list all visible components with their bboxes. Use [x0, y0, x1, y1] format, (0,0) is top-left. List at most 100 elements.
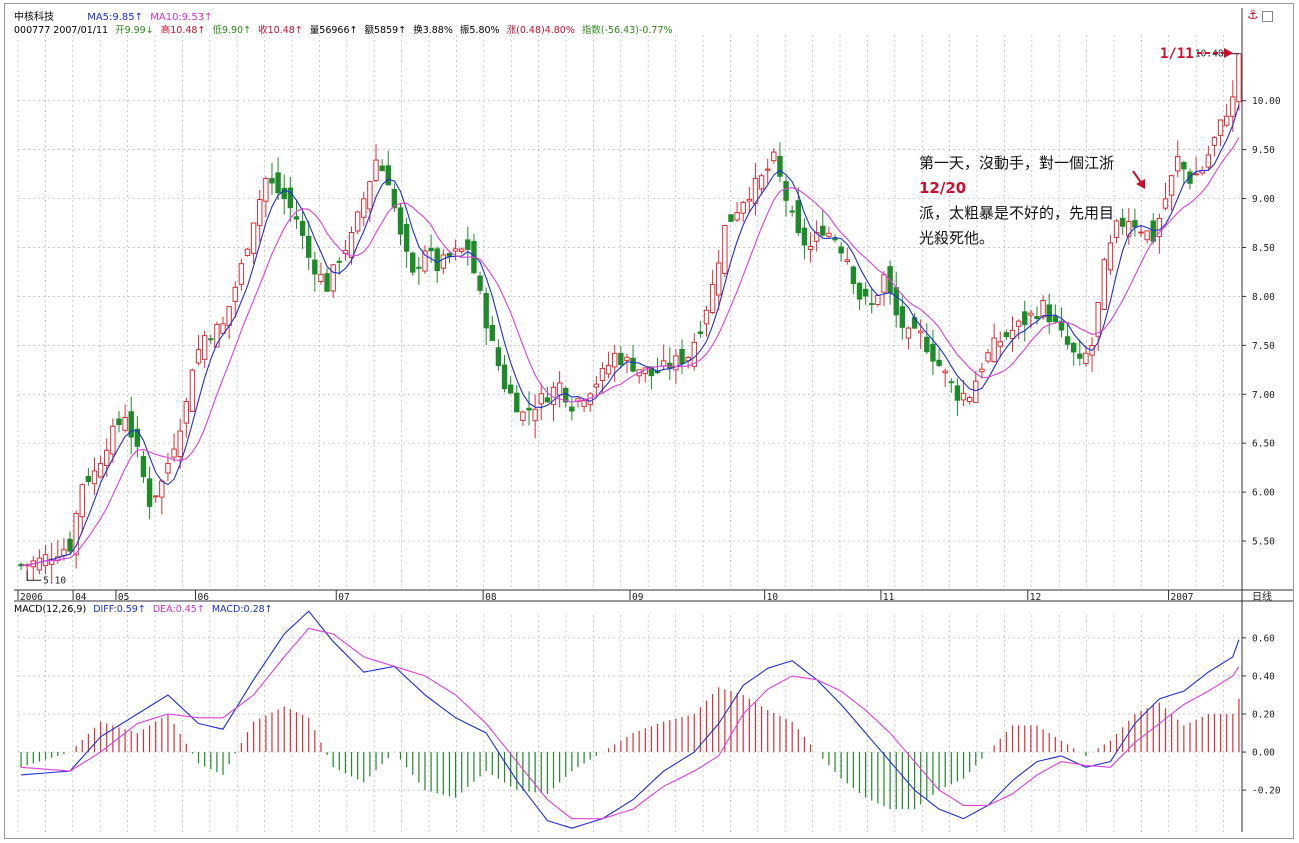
candle-body [489, 324, 496, 341]
month-label: 2006 [20, 592, 43, 603]
candle-body [954, 385, 961, 401]
candle-body [703, 309, 710, 325]
annotation-line-2: 派，太粗暴是不好的，先用目 [919, 204, 1115, 222]
candle-body [1101, 259, 1107, 310]
candle-body [385, 165, 391, 186]
y-tick-label: 9.00 [1252, 194, 1275, 205]
candle-body [630, 357, 636, 372]
macd-y-tick-label: 0.20 [1252, 709, 1275, 720]
date-label-1-11: 1/11 [1160, 46, 1194, 62]
candle-body [1132, 220, 1138, 228]
ma5-line [21, 104, 1240, 567]
anchor-icon[interactable]: ⚓ [1247, 8, 1259, 23]
candle-body [391, 189, 398, 209]
candle-body [783, 181, 789, 201]
candle-body [599, 368, 606, 381]
candle-body [1034, 316, 1040, 320]
candle-body [250, 222, 257, 254]
candle-body [771, 151, 777, 162]
candle-body [1071, 343, 1077, 353]
candle-body [397, 207, 404, 235]
candle-body [1083, 352, 1089, 365]
candle-body [924, 336, 930, 353]
candle-body [960, 392, 967, 401]
candle-body [801, 227, 808, 246]
candle-body [1022, 311, 1028, 325]
close-value: 收10.48↑ [258, 25, 303, 36]
candle-body [195, 349, 202, 364]
candle-body [257, 198, 263, 227]
candle-body [1040, 300, 1046, 318]
candle-body [416, 266, 422, 269]
candle-body [104, 449, 110, 466]
candle-body [966, 397, 973, 403]
annotation: 第一天，沒動手，對一個江浙 12/20 派，太粗暴是不好的，先用目 光殺死他。 [919, 151, 1154, 251]
candle-body [569, 406, 575, 412]
month-label: 07 [338, 592, 349, 603]
candle-body [813, 231, 820, 242]
candle-body [348, 232, 355, 258]
candle-body [1009, 330, 1016, 340]
candle-body [1138, 231, 1144, 234]
price-header: 中核科技 MA5:9.85↑ MA10:9.53↑ [14, 12, 216, 24]
candle-body [979, 368, 985, 373]
candle-body [862, 288, 869, 297]
candle-body [116, 418, 122, 426]
amount-value: 额5859↑ [364, 25, 407, 36]
candle-body [593, 383, 600, 388]
macd-y-tick-label: 0.40 [1252, 671, 1275, 682]
candle-body [807, 246, 814, 250]
candle-body [428, 247, 434, 252]
candle-body [716, 262, 722, 296]
candle-body [1193, 173, 1199, 176]
candle-body [532, 408, 538, 422]
arrow-1-11-head [1224, 48, 1233, 58]
candle-body [1126, 221, 1132, 237]
candle-body [544, 397, 551, 403]
candle-body [697, 331, 704, 335]
candle-body [722, 224, 728, 275]
candle-body [709, 284, 716, 313]
candle-body [275, 172, 281, 194]
candle-body [324, 273, 330, 292]
candle-body [1064, 336, 1071, 345]
diff-line [21, 610, 1240, 829]
candle-body [269, 178, 275, 184]
candle-body [495, 347, 502, 366]
candle-body [789, 210, 795, 213]
candle-body [1224, 115, 1230, 126]
candle-body [728, 214, 734, 222]
candle-body [287, 187, 294, 209]
candle-body [587, 393, 593, 406]
candle-body [361, 198, 367, 218]
candle-body [777, 155, 783, 177]
candle-body [1003, 332, 1010, 338]
month-label: 10 [767, 592, 779, 603]
candle-body [930, 343, 936, 362]
month-label: 12 [1030, 592, 1041, 603]
window-icon[interactable] [1262, 11, 1273, 22]
month-label: 06 [197, 592, 209, 603]
candle-body [1028, 312, 1034, 316]
open-value: 开9.99↓ [115, 25, 154, 36]
chart-frame [4, 3, 1294, 839]
candle-body [997, 341, 1003, 347]
candle-body [501, 364, 508, 390]
candle-body [263, 178, 269, 202]
y-tick-label: 6.00 [1252, 488, 1275, 499]
candle-body [875, 294, 881, 305]
ma10-line [21, 137, 1240, 567]
candle-body [507, 384, 514, 394]
candle-body [838, 246, 844, 254]
candle-body [97, 463, 104, 478]
candle-body [746, 198, 753, 202]
candle-body [477, 275, 483, 291]
candle-body [238, 263, 245, 285]
quote-line: 000777 2007/01/11 开9.99↓ 高10.48↑ 低9.90↑ … [14, 25, 677, 37]
high-value: 高10.48↑ [160, 25, 206, 36]
candle-body [673, 355, 679, 371]
macd-value-label: MACD:0.28↑ [211, 604, 273, 615]
candle-body [128, 411, 134, 438]
month-label: 08 [485, 592, 497, 603]
